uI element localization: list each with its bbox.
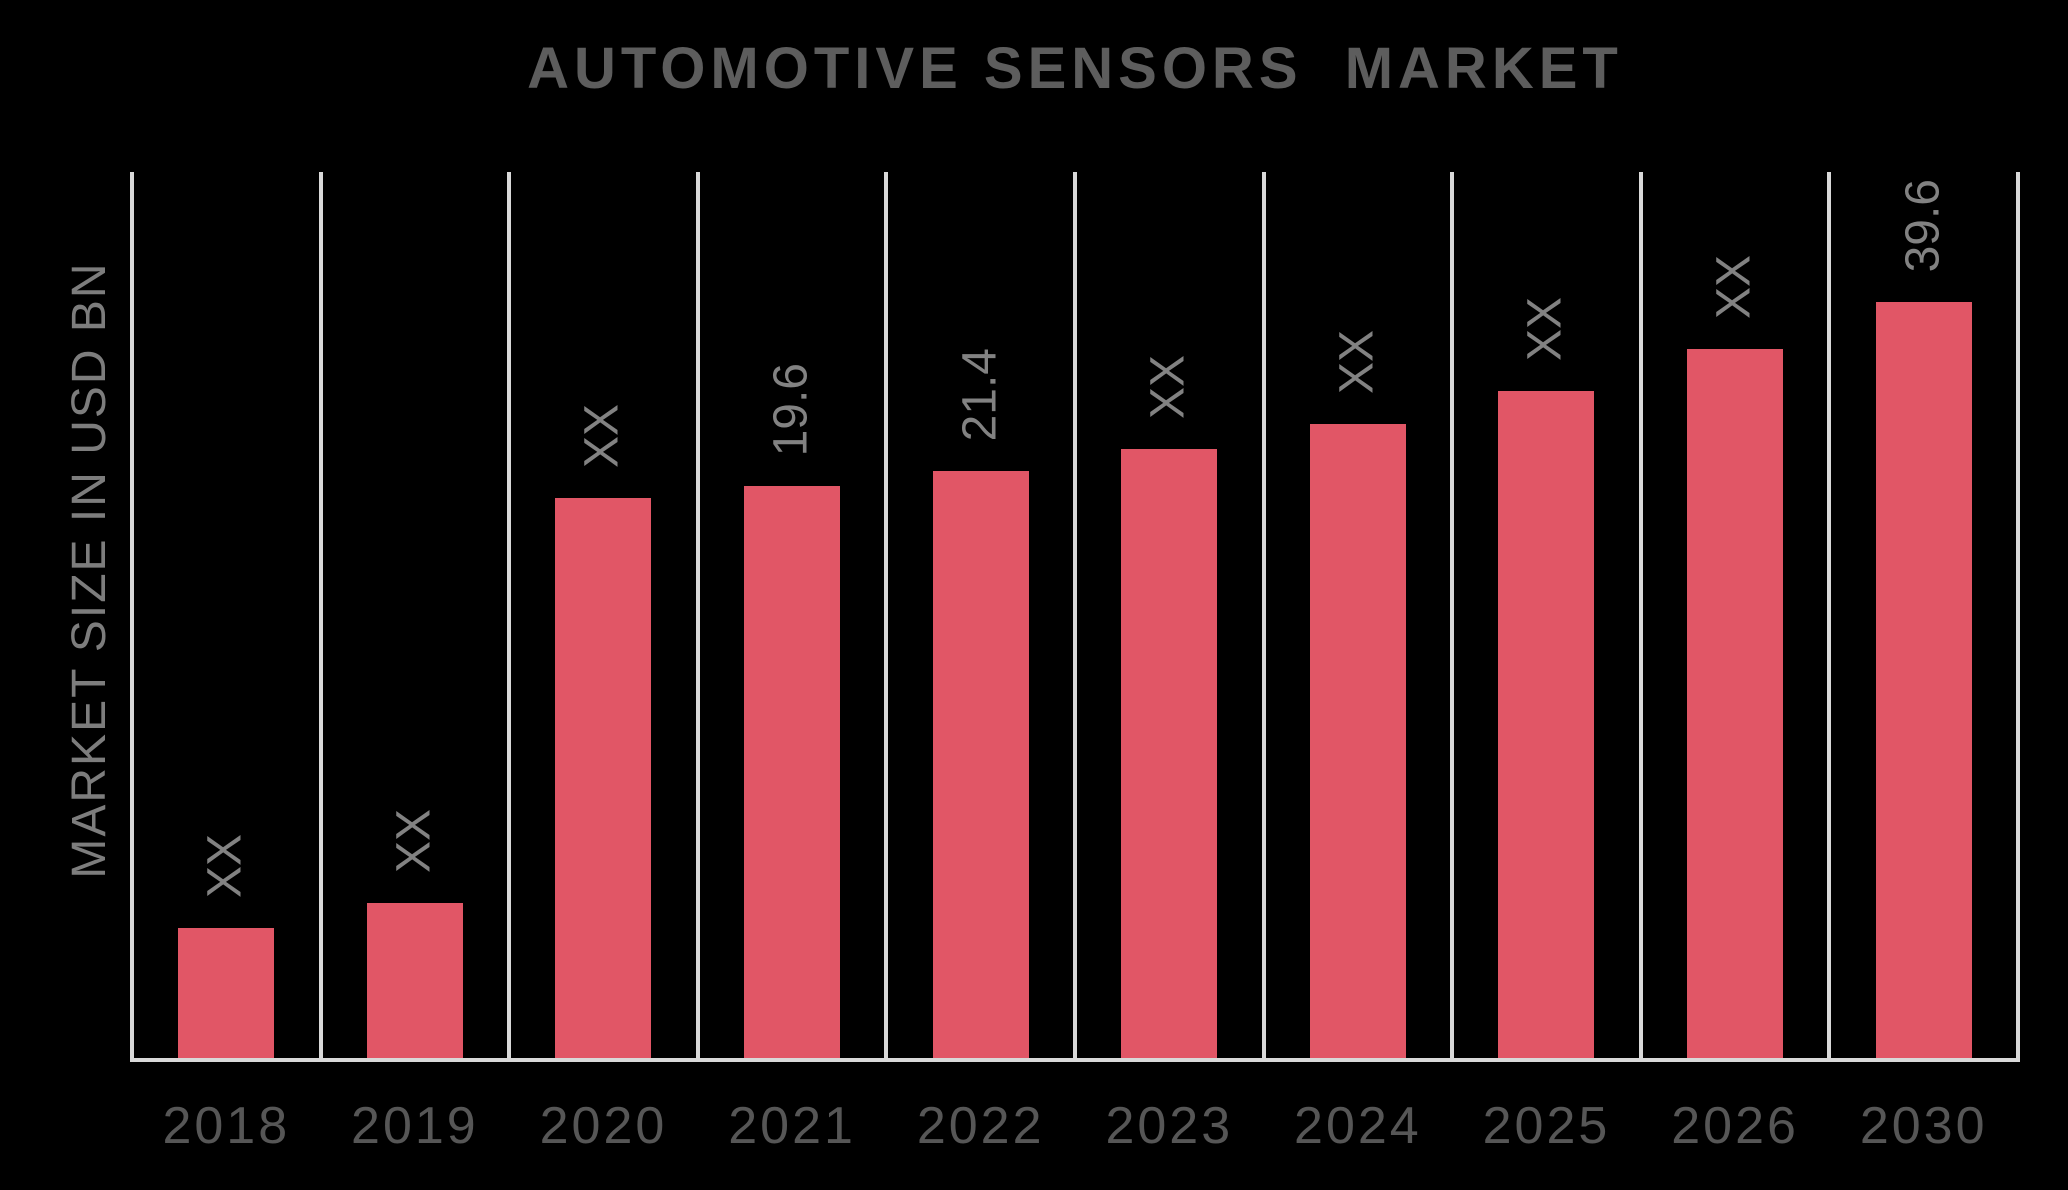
bar-2018 [178,928,275,1058]
bar-2019 [366,903,463,1058]
column-2030: 39.6 [1829,172,2018,1062]
bar-value-label-2020: XX [576,403,630,468]
column-2023: XX [1075,172,1264,1062]
x-axis-label-2020: 2020 [539,1097,668,1155]
column-2025: XX [1452,172,1641,1062]
bar-2023 [1121,449,1218,1058]
gridline [1827,172,1832,1062]
column-2020: XX [509,172,698,1062]
column-2021: 19.6 [698,172,887,1062]
gridline [507,172,512,1062]
bar-2024 [1309,424,1406,1058]
column-2019: XX [321,172,510,1062]
gridline [1261,172,1266,1062]
bar-2021 [744,486,841,1058]
gridline [318,172,323,1062]
x-axis-label-2025: 2025 [1482,1097,1611,1155]
x-axis-label-2021: 2021 [728,1097,856,1155]
gridline [1450,172,1455,1062]
gridline [1073,172,1077,1062]
chart-title: AUTOMOTIVE SENSORS MARKET [527,36,1623,101]
column-2024: XX [1264,172,1453,1062]
x-axis-label-2023: 2023 [1105,1097,1234,1155]
column-2026: XX [1641,172,1830,1062]
plot-area: XX XX XX 19.6 21.4 XX XX XX XX 39.6 [130,172,2020,1062]
bar-value-label-2023: XX [1141,354,1195,419]
bar-2025 [1498,391,1595,1058]
column-2022: 21.4 [886,172,1075,1062]
bar-value-label-2022: 21.4 [953,347,1007,441]
bar-2020 [555,498,652,1058]
x-axis-label-2024: 2024 [1294,1097,1422,1155]
bar-2022 [932,471,1029,1058]
x-axis-label-2018: 2018 [162,1097,291,1155]
bar-value-label-2018: XX [198,833,252,898]
bar-value-label-2024: XX [1330,329,1384,394]
bar-2026 [1687,349,1784,1058]
x-axis-labels-row: 2018 2019 2020 2021 2022 2023 2024 2025 2026 2030 [132,1097,2018,1168]
x-axis-label-2019: 2019 [351,1097,479,1155]
bar-value-label-2026: XX [1707,254,1761,319]
x-axis-label-2030: 2030 [1859,1097,1988,1155]
gridline [1638,172,1643,1062]
gridline [2016,172,2020,1062]
gridline [695,172,700,1062]
bar-value-label-2025: XX [1519,296,1573,361]
bar-value-label-2021: 19.6 [764,362,818,456]
gridline [884,172,889,1062]
y-axis-title: MARKET SIZE IN USD BN [63,261,116,879]
x-axis-line [130,1058,2020,1062]
column-2018: XX [132,172,321,1062]
y-axis-line [130,172,134,1062]
x-axis-label-2026: 2026 [1671,1097,1799,1155]
bar-2030 [1875,302,1972,1058]
bar-value-label-2030: 39.6 [1896,178,1950,272]
bar-value-label-2019: XX [387,808,441,873]
x-axis-label-2022: 2022 [916,1097,1045,1155]
